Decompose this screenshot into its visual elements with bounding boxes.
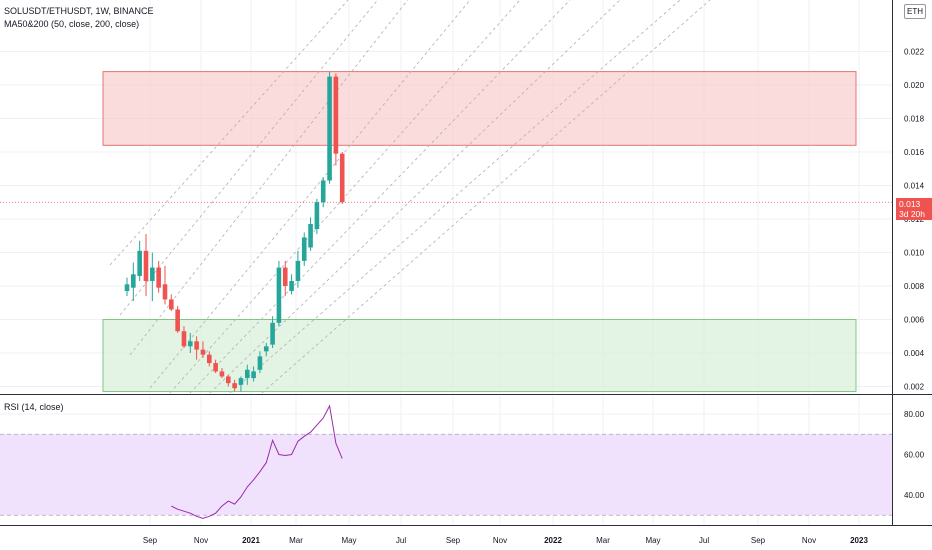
candle-body <box>175 309 180 332</box>
channel-line <box>119 0 379 316</box>
candle-body <box>156 267 161 288</box>
candle-body <box>232 383 237 389</box>
current-price-tag: 0.013 3d 20h <box>896 198 932 220</box>
candle-body <box>276 267 282 323</box>
candle-body <box>257 356 263 370</box>
candle-body <box>137 250 142 276</box>
candle-body <box>206 354 212 364</box>
candle-body <box>314 202 320 230</box>
time-axis-label: 2021 <box>242 536 260 545</box>
time-axis-label: Jul <box>699 536 709 545</box>
time-axis-label: Mar <box>596 536 610 545</box>
candle-body <box>150 267 155 281</box>
price-axis-label: 0.002 <box>904 383 925 392</box>
time-axis-label: Sep <box>751 536 766 545</box>
candle-body <box>124 284 130 292</box>
countdown-label: 3d 20h <box>899 209 925 219</box>
candle-body <box>169 299 174 310</box>
channel-line <box>109 0 349 266</box>
candle-body <box>162 284 168 300</box>
candle-body <box>194 341 199 350</box>
candle-body <box>295 260 301 281</box>
candle-body <box>225 376 231 384</box>
candle-body <box>282 267 288 286</box>
candle-body <box>244 369 250 379</box>
rsi-axis-label: 60.00 <box>904 451 925 460</box>
time-axis-label: May <box>645 536 660 545</box>
rsi-legend[interactable]: RSI (14, close) <box>4 402 64 412</box>
indicator-legend[interactable]: MA50&200 (50, close, 200, close) <box>4 19 140 29</box>
candle-body <box>301 237 307 261</box>
channel-line <box>209 0 621 394</box>
price-axis-label: 0.004 <box>904 349 925 358</box>
price-axis-label: 0.008 <box>904 282 925 291</box>
candle-body <box>308 224 313 248</box>
currency-badge[interactable]: ETH <box>904 4 926 19</box>
support-zone <box>102 319 857 393</box>
candle-body <box>339 153 345 203</box>
current-price-label: 0.013 <box>899 199 921 209</box>
candle-body <box>251 371 256 379</box>
time-axis-label: Jul <box>396 536 406 545</box>
candle-body <box>131 274 136 288</box>
candle-body <box>213 363 218 372</box>
resistance-zone <box>102 71 857 146</box>
price-axis-label: 0.018 <box>904 115 925 124</box>
time-axis-label: 2022 <box>544 536 562 545</box>
time-axis-label: Sep <box>143 536 158 545</box>
price-axis-label: 0.010 <box>904 249 925 258</box>
price-axis-label: 0.014 <box>904 182 925 191</box>
time-axis-label: May <box>341 536 356 545</box>
candle-body <box>181 331 187 347</box>
channel-line <box>189 0 571 394</box>
time-axis-label: Nov <box>802 536 816 545</box>
candle-body <box>200 349 206 355</box>
candle-body <box>188 341 193 347</box>
channel-line <box>169 0 521 394</box>
time-axis-label: Mar <box>289 536 303 545</box>
candle-body <box>263 346 269 352</box>
rsi-line <box>171 404 343 519</box>
price-axis-label: 0.020 <box>904 81 925 90</box>
price-axis-label: 0.016 <box>904 148 925 157</box>
price-axis-label: 0.006 <box>904 316 925 325</box>
candle-body <box>333 76 339 154</box>
time-axis-label: Sep <box>446 536 461 545</box>
candle-body <box>238 378 244 385</box>
candle-body <box>320 180 326 203</box>
price-axis-label: 0.022 <box>904 48 925 57</box>
candle-body <box>270 322 275 345</box>
candle-body <box>327 76 332 181</box>
candle-body <box>143 250 149 281</box>
candle-body <box>219 371 225 377</box>
time-axis-label: 2023 <box>850 536 868 545</box>
time-axis-label: Nov <box>493 536 507 545</box>
candle-body <box>289 280 294 292</box>
time-axis-label: Nov <box>194 536 208 545</box>
rsi-axis-label: 80.00 <box>904 410 925 419</box>
rsi-band <box>0 434 892 516</box>
channel-line <box>129 0 409 356</box>
rsi-axis-label: 40.00 <box>904 491 925 500</box>
symbol-legend[interactable]: SOLUSDT/ETHUSDT, 1W, BINANCE <box>4 6 154 16</box>
